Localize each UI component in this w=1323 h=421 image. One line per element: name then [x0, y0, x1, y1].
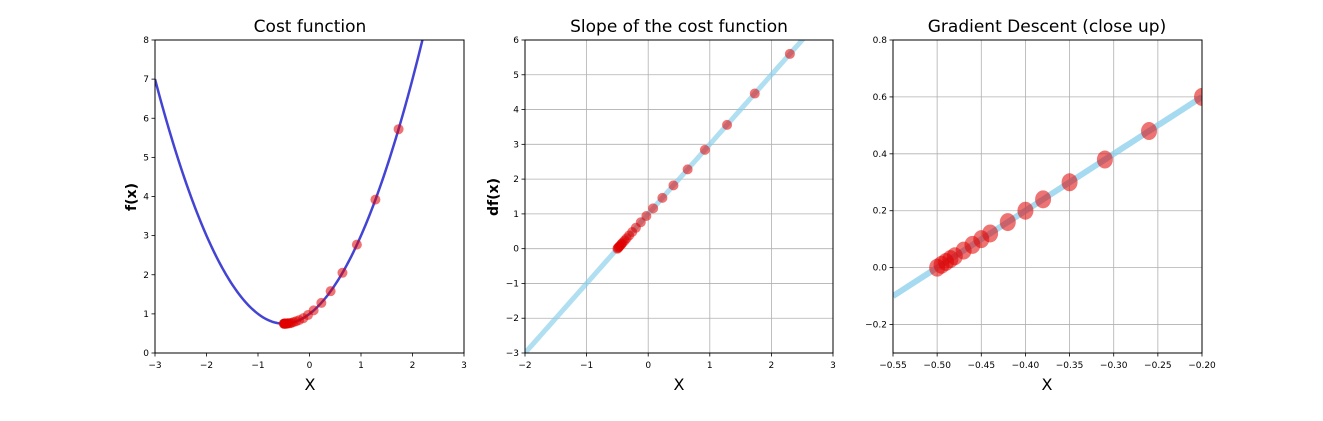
x-tick-label: −0.20	[1188, 361, 1216, 371]
y-tick-label: 0	[143, 349, 149, 359]
y-tick-label: 0.8	[873, 36, 888, 46]
x-tick-label: −0.35	[1056, 361, 1084, 371]
x-tick-label: 1	[707, 361, 713, 371]
y-tick-label: 1	[513, 210, 519, 220]
y-tick-label: 0.4	[873, 150, 888, 160]
y-tick-label: 0.0	[873, 264, 888, 274]
x-tick-label: −0.45	[967, 361, 995, 371]
y-tick-label: 5	[143, 153, 149, 163]
gradient-descent-closeup-panel: −0.55 −0.50 −0.45 −0.40 −0.35 −0.30 −0.25 −0.20…	[865, 17, 1216, 394]
x-tick-label: 2	[410, 361, 416, 371]
y-tick-label: 5	[513, 71, 519, 81]
y-tick-label: −0.2	[865, 321, 887, 331]
x-tick-label: −3	[148, 361, 161, 371]
data-point	[682, 164, 693, 175]
data-point	[929, 258, 946, 277]
y-tick-label: −3	[506, 349, 519, 359]
y-tick-label: 4	[513, 106, 519, 116]
data-point	[316, 297, 327, 308]
slope-panel: −2 −1 0 1 2 3 −3 −2 −1 0 1 2 3 4 5 6 Slope of the cost …	[486, 17, 836, 394]
chart-title: Gradient Descent (close up)	[928, 17, 1166, 37]
data-point	[1141, 122, 1158, 141]
cost-curve-line	[525, 40, 806, 353]
x-axis-label: X	[305, 375, 316, 394]
y-tick-label: 7	[143, 75, 149, 85]
data-point	[1017, 201, 1034, 220]
data-point	[370, 194, 381, 205]
x-tick-label: −2	[518, 361, 531, 371]
data-point	[351, 239, 362, 250]
y-tick-label: −2	[506, 314, 519, 324]
x-tick-label: −1	[251, 361, 264, 371]
data-point	[1096, 150, 1113, 169]
x-tick-label: −0.55	[879, 361, 907, 371]
y-tick-label: 2	[143, 271, 149, 281]
data-point	[657, 192, 668, 203]
cost-function-panel: −3 −2 −1 0 1 2 3 0 1 2 3 4 5 6 7 8 Cost function X f(x)	[124, 17, 467, 394]
x-tick-label: −2	[200, 361, 213, 371]
x-tick-label: −0.25	[1144, 361, 1172, 371]
data-point	[784, 48, 795, 59]
y-tick-label: −1	[506, 279, 519, 289]
x-tick-label: 2	[769, 361, 775, 371]
y-axis-label: f(x)	[124, 183, 140, 211]
x-tick-label: 0	[307, 361, 313, 371]
y-tick-label: 6	[143, 114, 149, 124]
y-tick-label: 6	[513, 36, 519, 46]
data-point	[999, 213, 1016, 232]
x-tick-label: −0.50	[923, 361, 951, 371]
y-axis-label: df(x)	[486, 178, 502, 216]
data-point	[722, 119, 733, 130]
data-point	[699, 144, 710, 155]
data-point	[749, 88, 760, 99]
data-point	[668, 180, 679, 191]
x-tick-label: −1	[580, 361, 593, 371]
data-point	[393, 124, 404, 135]
x-axis-label: X	[674, 375, 685, 394]
x-tick-label: 0	[645, 361, 651, 371]
chart-title: Slope of the cost function	[570, 17, 788, 37]
data-point	[648, 203, 659, 214]
y-tick-label: 0.6	[873, 93, 888, 103]
x-tick-label: 3	[830, 361, 836, 371]
x-tick-label: 1	[358, 361, 364, 371]
data-point	[278, 318, 289, 329]
y-tick-label: 3	[143, 232, 149, 242]
data-point	[1035, 190, 1052, 209]
data-point	[1061, 173, 1078, 192]
y-tick-label: 0.2	[873, 207, 887, 217]
y-tick-label: 3	[513, 140, 519, 150]
y-tick-label: 0	[513, 245, 519, 255]
chart-title: Cost function	[254, 17, 367, 37]
x-tick-label: −0.40	[1012, 361, 1040, 371]
x-axis-label: X	[1042, 375, 1053, 394]
x-tick-label: −0.30	[1100, 361, 1128, 371]
y-tick-label: 1	[143, 310, 149, 320]
data-point	[337, 267, 348, 278]
y-tick-label: 2	[513, 175, 519, 185]
data-point	[325, 286, 336, 297]
data-point	[1194, 87, 1202, 106]
y-tick-label: 4	[143, 193, 149, 203]
y-tick-label: 8	[143, 36, 149, 46]
x-tick-label: 3	[461, 361, 467, 371]
data-point	[612, 243, 623, 254]
